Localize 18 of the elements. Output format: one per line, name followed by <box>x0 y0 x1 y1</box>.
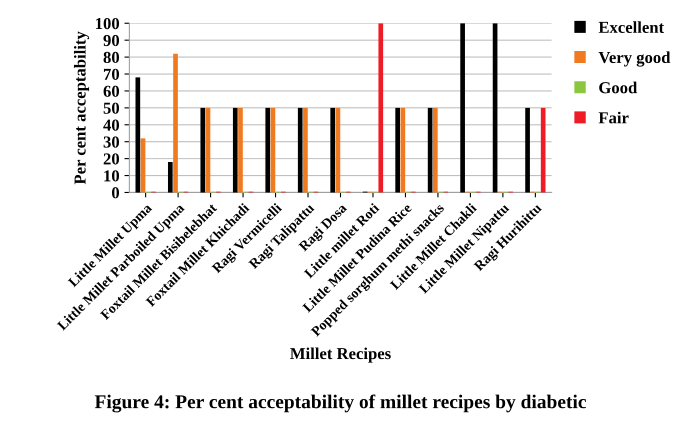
y-tick-label: 40 <box>103 119 120 131</box>
y-tick-label: 20 <box>104 153 120 165</box>
y-axis-title: Per cent acceptability <box>74 31 90 184</box>
y-tick-label: 70 <box>104 68 120 80</box>
x-axis-title: Millet Recipes <box>290 347 391 363</box>
y-tick-label: 0 <box>112 187 120 198</box>
legend-label: Very good <box>598 51 670 67</box>
y-tick-label: 90 <box>103 34 120 46</box>
y-tick-label: 60 <box>104 86 120 97</box>
caption: Figure 4: Per cent acceptability of millet recipes by diabetic <box>94 394 586 412</box>
y-tick-label: 80 <box>104 52 120 64</box>
y-tick-label: 50 <box>104 102 120 114</box>
legend-label: Good <box>599 82 638 94</box>
y-tick-label: 30 <box>104 136 120 148</box>
legend-label: Fair <box>598 112 629 124</box>
y-tick-label: 10 <box>104 170 120 182</box>
legend-label: Excellent <box>598 21 664 33</box>
y-tick-label: 100 <box>96 18 120 30</box>
